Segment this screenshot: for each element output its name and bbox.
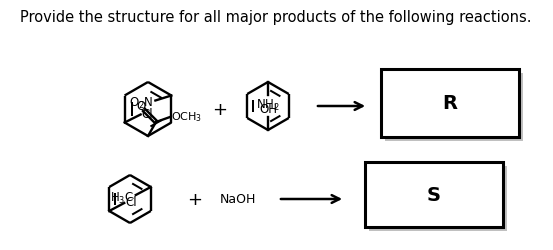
Text: Provide the structure for all major products of the following reactions.: Provide the structure for all major prod… — [20, 10, 532, 25]
Text: OCH$_3$: OCH$_3$ — [171, 110, 202, 124]
Text: OH: OH — [259, 102, 277, 116]
Text: +: + — [212, 100, 227, 118]
Bar — [385, 74, 523, 142]
Text: S: S — [427, 185, 441, 204]
Text: NaOH: NaOH — [220, 193, 256, 206]
Text: O: O — [137, 100, 145, 113]
Text: $\mathregular{O_2N}$: $\mathregular{O_2N}$ — [129, 96, 153, 110]
Text: H$_3$C: H$_3$C — [109, 190, 134, 205]
Text: Cl: Cl — [142, 108, 153, 120]
Text: +: + — [187, 190, 202, 208]
Text: NH$_2$: NH$_2$ — [256, 98, 280, 113]
Bar — [381, 70, 519, 138]
Text: R: R — [442, 94, 457, 113]
Bar — [369, 166, 507, 231]
Bar — [365, 162, 503, 227]
Text: Cl: Cl — [125, 196, 137, 209]
